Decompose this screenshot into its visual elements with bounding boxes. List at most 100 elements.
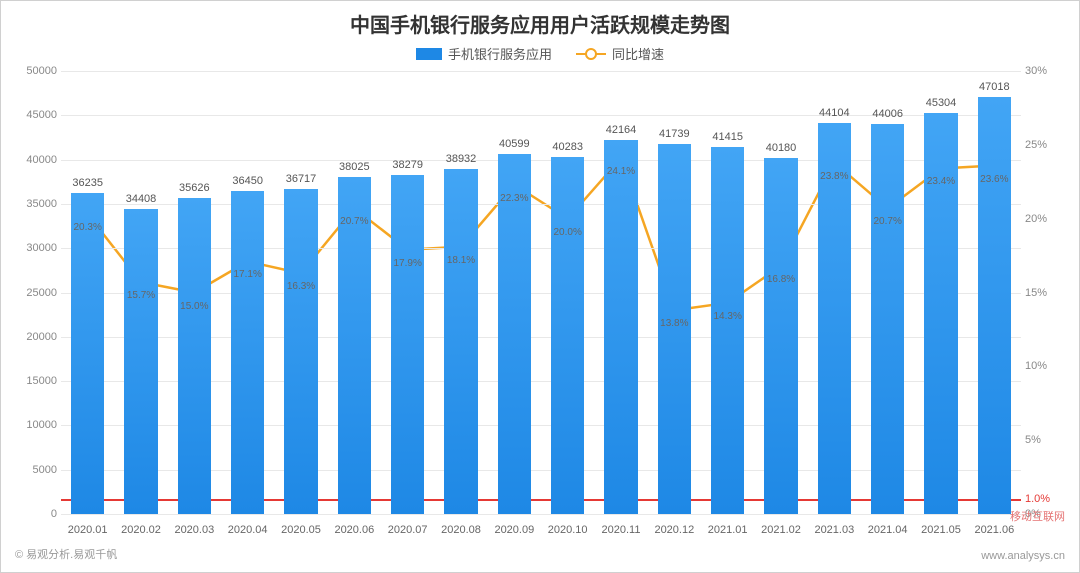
footer-url: www.analysys.cn: [981, 550, 1065, 562]
legend-line-swatch: [576, 53, 606, 55]
bar-value-label: 44104: [819, 107, 850, 119]
bar: [818, 123, 851, 514]
bar-value-label: 38279: [392, 159, 423, 171]
grid-line: [61, 71, 1021, 72]
bar: [391, 175, 424, 514]
plot-area: 0500010000150002000025000300003500040000…: [61, 71, 1021, 514]
bar: [178, 198, 211, 514]
bar: [498, 154, 531, 514]
line-value-label: 13.8%: [660, 318, 688, 329]
bar: [71, 193, 104, 514]
bar: [871, 124, 904, 514]
bar: [444, 169, 477, 514]
y-right-tick-label: 25%: [1025, 139, 1065, 151]
legend-item-bar: 手机银行服务应用: [416, 44, 552, 63]
line-value-label: 16.3%: [287, 281, 315, 292]
x-tick-label: 2020.04: [228, 524, 268, 536]
chart-title: 中国手机银行服务应用用户活跃规模走势图: [1, 1, 1079, 38]
bar: [978, 97, 1011, 514]
y-left-tick-label: 0: [13, 508, 57, 520]
x-tick-label: 2020.07: [388, 524, 428, 536]
line-value-label: 17.1%: [233, 269, 261, 280]
bar-value-label: 41415: [712, 131, 743, 143]
footer-source: © 易观分析.易观千帆: [15, 546, 117, 562]
bar: [284, 189, 317, 514]
legend-bar-swatch: [416, 48, 442, 60]
x-tick-label: 2021.04: [868, 524, 908, 536]
chart-container: 中国手机银行服务应用用户活跃规模走势图 手机银行服务应用 同比增速 050001…: [0, 0, 1080, 573]
bar: [604, 140, 637, 514]
line-value-label: 14.3%: [713, 311, 741, 322]
bar-value-label: 36717: [286, 173, 317, 185]
x-tick-label: 2020.08: [441, 524, 481, 536]
line-value-label: 15.0%: [180, 301, 208, 312]
bar-value-label: 40180: [766, 142, 797, 154]
bar: [231, 191, 264, 514]
bar: [551, 157, 584, 514]
line-value-label: 22.3%: [500, 193, 528, 204]
y-left-tick-label: 20000: [13, 331, 57, 343]
line-value-label: 20.3%: [73, 222, 101, 233]
line-value-label: 15.7%: [127, 290, 155, 301]
x-tick-label: 2020.10: [548, 524, 588, 536]
y-right-tick-label: 30%: [1025, 65, 1065, 77]
line-path: [88, 158, 995, 310]
bar-value-label: 40599: [499, 138, 530, 150]
y-left-tick-label: 45000: [13, 109, 57, 121]
x-tick-label: 2020.03: [174, 524, 214, 536]
y-right-tick-label: 5%: [1025, 434, 1065, 446]
y-left-tick-label: 30000: [13, 242, 57, 254]
x-tick-label: 2021.02: [761, 524, 801, 536]
y-left-tick-label: 35000: [13, 198, 57, 210]
line-value-label: 20.7%: [340, 216, 368, 227]
bar: [338, 177, 371, 514]
bar: [711, 147, 744, 514]
bar: [924, 113, 957, 514]
y-left-tick-label: 25000: [13, 287, 57, 299]
bar-value-label: 38932: [446, 153, 477, 165]
bar: [124, 209, 157, 514]
bar-value-label: 45304: [926, 97, 957, 109]
x-tick-label: 2021.03: [814, 524, 854, 536]
bar-value-label: 34408: [126, 193, 157, 205]
line-value-label: 17.9%: [393, 258, 421, 269]
x-tick-label: 2020.02: [121, 524, 161, 536]
bar-value-label: 47018: [979, 81, 1010, 93]
legend-item-line: 同比增速: [576, 44, 664, 63]
bar-value-label: 44006: [872, 108, 903, 120]
y-right-tick-label: 10%: [1025, 360, 1065, 372]
line-value-label: 23.6%: [980, 174, 1008, 185]
bar-value-label: 41739: [659, 128, 690, 140]
x-tick-label: 2021.05: [921, 524, 961, 536]
line-value-label: 20.7%: [873, 216, 901, 227]
y-left-tick-label: 50000: [13, 65, 57, 77]
x-tick-label: 2020.05: [281, 524, 321, 536]
y-left-tick-label: 5000: [13, 464, 57, 476]
bar-value-label: 36450: [232, 175, 263, 187]
line-value-label: 18.1%: [447, 255, 475, 266]
watermark-bottom-right: 移动互联网: [1010, 508, 1065, 524]
x-tick-label: 2020.11: [602, 524, 641, 536]
line-value-label: 23.4%: [927, 176, 955, 187]
bar-value-label: 35626: [179, 182, 210, 194]
x-tick-label: 2021.01: [708, 524, 748, 536]
x-tick-label: 2020.06: [334, 524, 374, 536]
reference-line-label: 1.0%: [1025, 493, 1065, 505]
x-tick-label: 2020.01: [68, 524, 108, 536]
y-left-tick-label: 10000: [13, 419, 57, 431]
y-left-tick-label: 15000: [13, 375, 57, 387]
x-tick-label: 2020.09: [494, 524, 534, 536]
bar-value-label: 40283: [552, 141, 583, 153]
line-value-label: 24.1%: [607, 166, 635, 177]
x-tick-label: 2020.12: [654, 524, 694, 536]
x-tick-label: 2021.06: [974, 524, 1014, 536]
y-right-tick-label: 20%: [1025, 213, 1065, 225]
bar-value-label: 36235: [72, 177, 103, 189]
bar-value-label: 42164: [606, 124, 637, 136]
grid-line: [61, 514, 1021, 515]
line-value-label: 20.0%: [553, 227, 581, 238]
legend: 手机银行服务应用 同比增速: [1, 44, 1079, 63]
line-value-label: 16.8%: [767, 274, 795, 285]
legend-line-label: 同比增速: [612, 44, 664, 63]
y-right-tick-label: 15%: [1025, 287, 1065, 299]
